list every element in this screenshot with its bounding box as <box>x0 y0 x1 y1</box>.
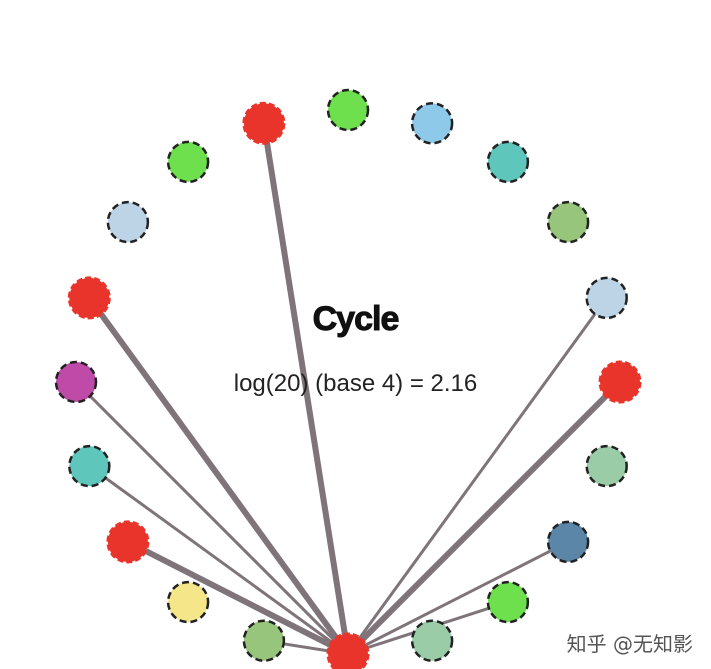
diagram-title: Cycle <box>312 300 400 339</box>
node-layer <box>54 88 642 669</box>
node-18 <box>546 520 590 564</box>
node-15 <box>326 632 370 669</box>
edge-15-6 <box>260 120 351 657</box>
node-1 <box>585 276 628 320</box>
node-17 <box>486 580 530 624</box>
edge-15-10 <box>74 380 350 656</box>
edge-15-1 <box>346 296 609 656</box>
formula-text: log(20) (base 4) = 2.16 <box>233 370 478 397</box>
edge-15-12 <box>124 538 351 657</box>
node-10 <box>54 360 98 404</box>
node-6 <box>242 101 286 145</box>
edge-15-9 <box>86 294 351 657</box>
node-11 <box>68 444 111 488</box>
node-16 <box>410 619 454 662</box>
node-0 <box>598 360 642 404</box>
edge-layer <box>74 120 623 657</box>
node-12 <box>106 520 150 564</box>
node-7 <box>166 140 210 184</box>
node-8 <box>106 200 150 244</box>
node-3 <box>486 140 530 184</box>
edge-15-18 <box>346 540 570 656</box>
node-4 <box>410 102 454 145</box>
node-13 <box>166 580 210 624</box>
node-14 <box>242 619 286 662</box>
node-19 <box>585 444 628 488</box>
node-5 <box>326 88 370 132</box>
node-2 <box>546 200 590 244</box>
watermark: 知乎 @无知影 <box>566 632 693 656</box>
edge-15-0 <box>345 379 623 657</box>
edge-15-11 <box>87 464 350 656</box>
node-9 <box>67 276 111 320</box>
